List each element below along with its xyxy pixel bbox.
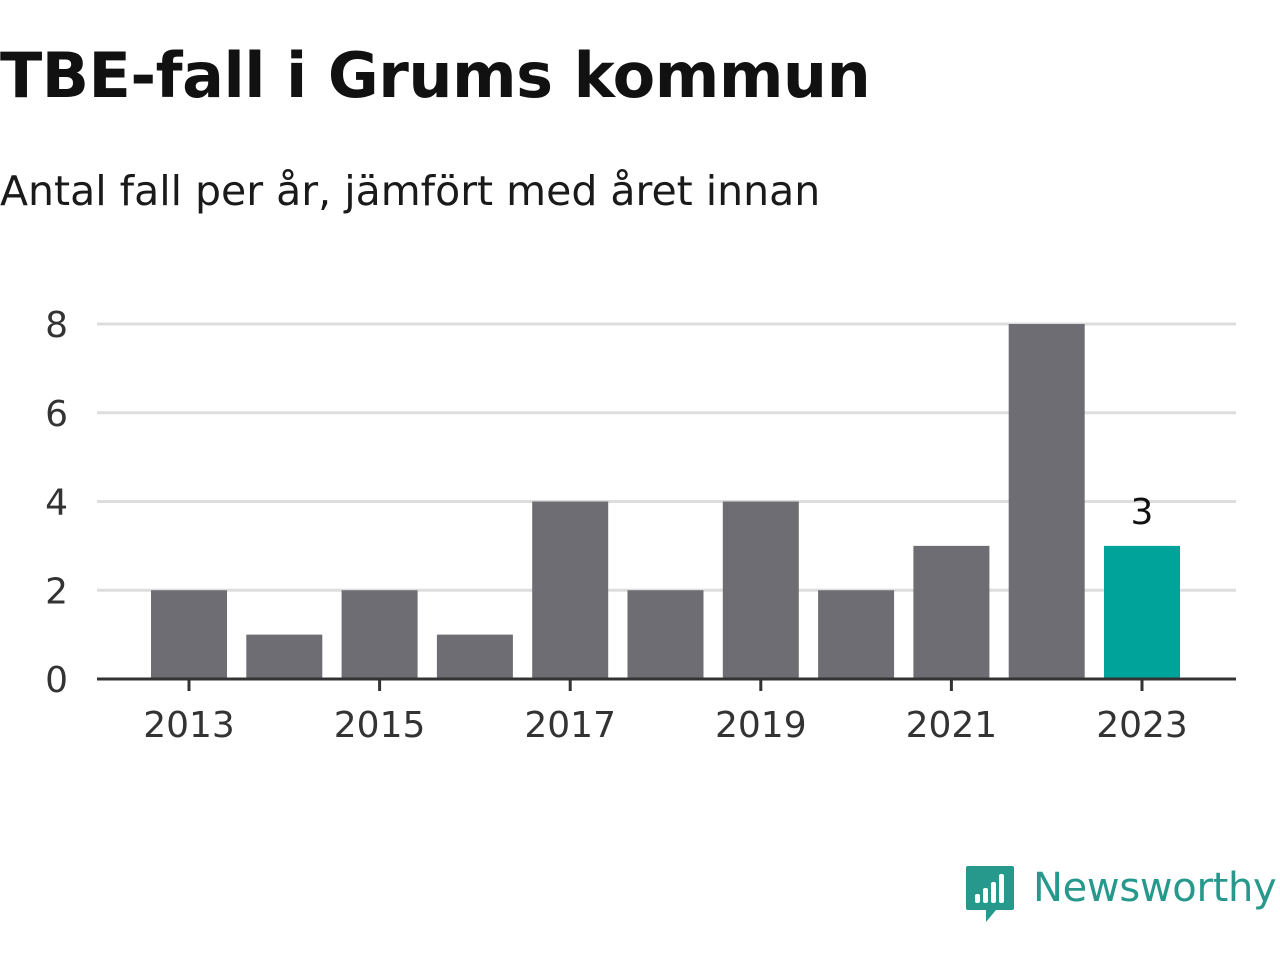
bar-2013	[151, 590, 227, 679]
bars	[151, 324, 1180, 679]
y-tick-label: 4	[45, 483, 68, 524]
bar-2016	[436, 634, 513, 679]
chart-title: TBE-fall i Grums kommun	[0, 39, 871, 112]
bar-2018	[627, 590, 704, 679]
bar-2023	[1104, 545, 1180, 679]
x-tick-label: 2013	[143, 705, 235, 746]
x-ticks: 2013 2015 2017 2019 2021 2023	[143, 679, 1188, 746]
data-labels: 3	[1131, 492, 1154, 533]
data-label-2023: 3	[1131, 492, 1154, 533]
bar-2022	[1008, 324, 1085, 679]
y-tick-label: 6	[45, 394, 68, 435]
y-tick-labels: 0 2 4 6 8	[45, 305, 68, 701]
x-tick-label: 2019	[715, 705, 807, 746]
newsworthy-logo: Newsworthy	[964, 864, 1277, 926]
bar-2015	[341, 590, 418, 679]
bar-2017	[532, 501, 609, 679]
bar-2019	[722, 501, 799, 679]
bar-2021	[913, 545, 990, 679]
bar-2014	[246, 634, 323, 679]
logo-text: Newsworthy	[1033, 865, 1277, 911]
x-tick-label: 2015	[334, 705, 426, 746]
y-tick-label: 0	[45, 660, 68, 701]
x-tick-label: 2017	[524, 705, 616, 746]
newsworthy-chart-bubble-icon	[966, 866, 1014, 922]
x-tick-label: 2021	[906, 705, 998, 746]
chart-subtitle: Antal fall per år, jämfört med året inna…	[0, 167, 821, 215]
x-tick-label: 2023	[1096, 705, 1188, 746]
y-tick-label: 2	[45, 571, 68, 612]
bar-2020	[818, 590, 895, 679]
y-tick-label: 8	[45, 305, 68, 346]
